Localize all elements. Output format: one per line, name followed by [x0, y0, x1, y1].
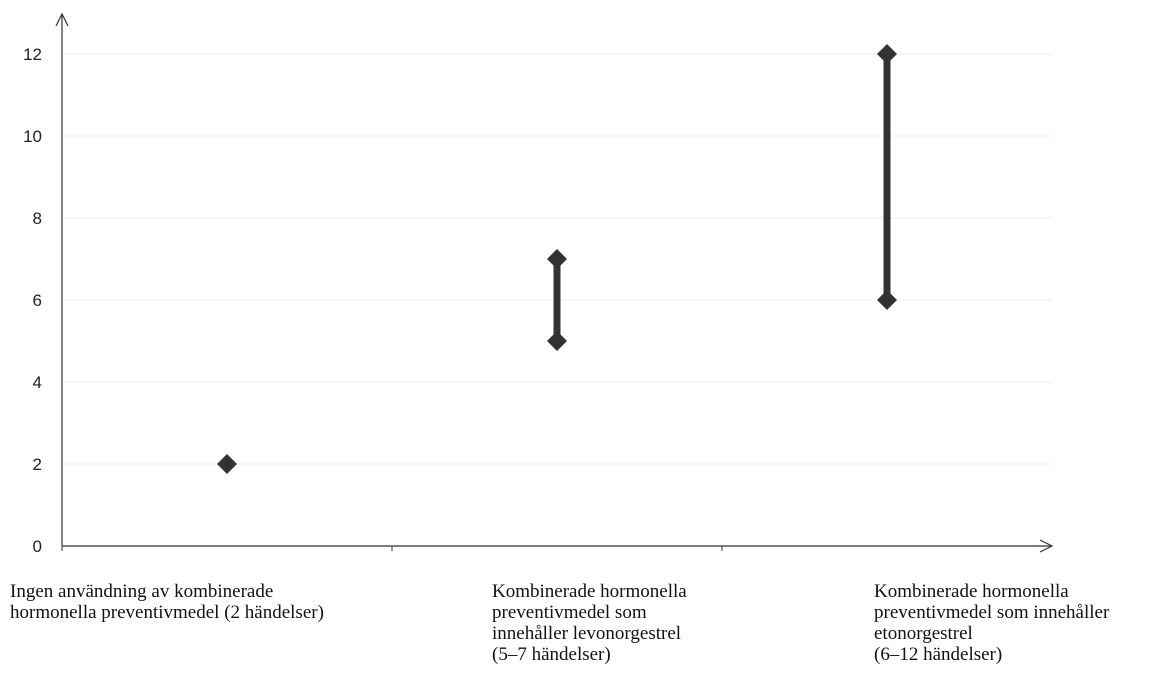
category-label-line: Kombinerade hormonella: [492, 581, 687, 602]
category-label-line: preventivmedel som: [492, 602, 647, 623]
category-label-line: (5–7 händelser): [492, 644, 611, 665]
category-label-line: Kombinerade hormonella: [874, 581, 1069, 602]
range-high-marker: [547, 249, 567, 269]
category-label-line: Ingen användning av kombinerade: [10, 581, 274, 602]
category-label-line: (6–12 händelser): [874, 644, 1003, 665]
y-tick-label: 8: [33, 209, 42, 228]
category-label-line: hormonella preventivmedel (2 händelser): [10, 602, 324, 623]
x-axis-arrow: [1039, 539, 1054, 553]
category-label-line: innehåller levonorgestrel: [492, 623, 682, 644]
y-axis-arrow: [55, 12, 69, 27]
y-tick-label: 6: [33, 291, 42, 310]
range-low-marker: [877, 290, 897, 310]
y-tick-label: 4: [33, 373, 42, 392]
category-label: Kombinerade hormonella preventivmedel som…: [492, 581, 687, 665]
category-label-line: preventivmedel som innehåller: [874, 602, 1110, 623]
category-label-line: etonorgestrel: [874, 623, 973, 644]
y-tick-label: 10: [23, 127, 42, 146]
y-tick-label: 0: [33, 537, 42, 556]
category-label: Kombinerade hormonella preventivmedel som…: [874, 581, 1109, 665]
category-label: Ingen användning av kombinerade hormonell…: [10, 581, 324, 623]
range-high-marker: [877, 44, 897, 64]
y-tick-label: 2: [33, 455, 42, 474]
range-low-marker: [547, 331, 567, 351]
range-low-marker: [217, 454, 237, 474]
y-tick-label: 12: [23, 45, 42, 64]
